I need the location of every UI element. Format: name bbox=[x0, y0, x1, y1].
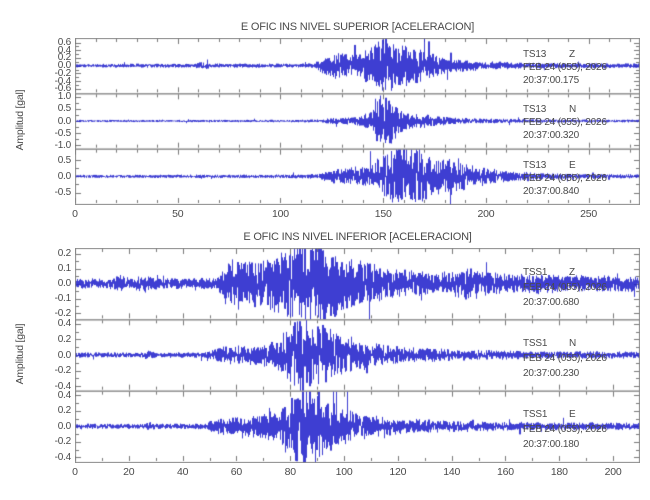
x-tick-label: 100 bbox=[335, 466, 353, 478]
x-tick-label: 200 bbox=[604, 466, 622, 478]
trace-label-ts13-n: TS13 N FEB 24 (055), 2026 20:37:00.320 bbox=[523, 103, 643, 142]
trace-date: FEB 24 (055), 2026 bbox=[523, 424, 607, 435]
panel-title-inferior: E OFIC INS NIVEL INFERIOR [ACELERACION] bbox=[243, 231, 472, 243]
trace-start-time: 20:37:00.680 bbox=[523, 297, 579, 308]
x-tick-label: 20 bbox=[123, 466, 135, 478]
trace-label-tss1-e: TSS1 E FEB 24 (055), 2026 20:37:00.180 bbox=[523, 407, 643, 452]
station-code: TS13 bbox=[523, 104, 547, 115]
y-tick-label: 0.0 bbox=[57, 60, 72, 72]
seismogram-canvas-superior bbox=[75, 38, 640, 205]
component-code: Z bbox=[569, 267, 575, 278]
trace-label-tss1-z: TSS1 Z FEB 24 (055), 2026 20:37:00.680 bbox=[523, 265, 643, 310]
trace-start-time: 20:37:00.840 bbox=[523, 186, 579, 197]
y-tick-label: 0.1 bbox=[57, 263, 72, 275]
trace-date: FEB 24 (055), 2026 bbox=[523, 353, 607, 364]
y-tick-label: 0.0 bbox=[57, 420, 72, 432]
y-tick-label: 0.2 bbox=[57, 333, 72, 345]
trace-label-ts13-e: TS13 E FEB 24 (055), 2026 20:37:00.840 bbox=[523, 159, 643, 198]
y-tick-label: 0.0 bbox=[57, 278, 72, 290]
y-tick-label: 0.0 bbox=[57, 115, 72, 127]
y-tick-label: -0.1 bbox=[54, 293, 72, 305]
x-tick-label: 150 bbox=[374, 208, 392, 220]
panel-title-superior: E OFIC INS NIVEL SUPERIOR [ACELERACION] bbox=[240, 21, 475, 33]
y-tick-label: 0.4 bbox=[57, 44, 72, 56]
seismogram-canvas-inferior bbox=[75, 248, 640, 463]
x-tick-label: 0 bbox=[72, 208, 78, 220]
y-tick-label: 0.6 bbox=[57, 37, 72, 49]
x-tick-label: 140 bbox=[443, 466, 461, 478]
station-code: TSS1 bbox=[523, 338, 548, 349]
y-tick-label: 0.5 bbox=[57, 103, 72, 115]
y-tick-label: 0.4 bbox=[57, 389, 72, 401]
trace-date: FEB 24 (055), 2026 bbox=[523, 62, 607, 73]
station-code: TS13 bbox=[523, 160, 547, 171]
trace-start-time: 20:37:00.320 bbox=[523, 130, 579, 141]
trace-label-ts13-z: TS13 Z FEB 24 (055), 2026 20:37:00.175 bbox=[523, 48, 643, 87]
trace-start-time: 20:37:00.230 bbox=[523, 368, 579, 379]
y-tick-label: 0.0 bbox=[57, 349, 72, 361]
x-tick-label: 80 bbox=[284, 466, 296, 478]
y-tick-label: -0.2 bbox=[54, 365, 72, 376]
y-tick-label: -0.4 bbox=[54, 75, 72, 87]
y-tick-label: 0.4 bbox=[57, 318, 72, 330]
y-tick-label: -0.6 bbox=[54, 83, 72, 95]
x-tick-label: 120 bbox=[389, 466, 407, 478]
trace-date: FEB 24 (055), 2026 bbox=[523, 282, 607, 293]
y-tick-label: 0.2 bbox=[57, 405, 72, 417]
x-tick-label: 180 bbox=[550, 466, 568, 478]
x-tick-label: 100 bbox=[271, 208, 289, 220]
component-code: N bbox=[569, 104, 577, 115]
y-tick-label: -0.5 bbox=[54, 127, 72, 139]
x-tick-label: 60 bbox=[230, 466, 243, 478]
x-tick-label: 200 bbox=[477, 208, 495, 220]
station-code: TSS1 bbox=[523, 267, 548, 278]
y-tick-label: -1.0 bbox=[54, 139, 72, 151]
y-tick-label: -0.5 bbox=[54, 187, 72, 199]
component-code: Z bbox=[569, 49, 575, 60]
trace-date: FEB 24 (055), 2026 bbox=[523, 173, 607, 184]
y-tick-label: -0.2 bbox=[54, 67, 72, 79]
trace-start-time: 20:37:00.180 bbox=[523, 439, 579, 450]
x-tick-label: 250 bbox=[580, 208, 598, 220]
y-tick-label: -0.4 bbox=[54, 380, 72, 392]
station-code: TS13 bbox=[523, 49, 547, 60]
x-tick-label: 40 bbox=[176, 466, 189, 478]
y-tick-label: -0.2 bbox=[54, 307, 72, 319]
y-tick-label: 0.2 bbox=[57, 52, 72, 64]
trace-label-tss1-n: TSS1 N FEB 24 (055), 2026 20:37:00.230 bbox=[523, 336, 643, 381]
trace-start-time: 20:37:00.175 bbox=[523, 75, 579, 86]
component-code: E bbox=[569, 160, 576, 171]
y-tick-label: 0.0 bbox=[57, 170, 72, 182]
y-tick-label: 0.2 bbox=[57, 248, 72, 260]
y-tick-label: 0.5 bbox=[57, 154, 72, 166]
y-tick-label: 1.0 bbox=[57, 91, 72, 103]
y-tick-label: -0.4 bbox=[54, 451, 72, 463]
station-code: TSS1 bbox=[523, 409, 548, 420]
component-code: N bbox=[569, 338, 577, 349]
x-tick-label: 50 bbox=[172, 208, 184, 220]
y-tick-label: -0.2 bbox=[54, 436, 72, 448]
component-code: E bbox=[569, 409, 576, 420]
x-tick-label: 160 bbox=[497, 466, 514, 478]
x-tick-label: 0 bbox=[72, 466, 78, 478]
trace-date: FEB 24 (055), 2026 bbox=[523, 117, 607, 128]
